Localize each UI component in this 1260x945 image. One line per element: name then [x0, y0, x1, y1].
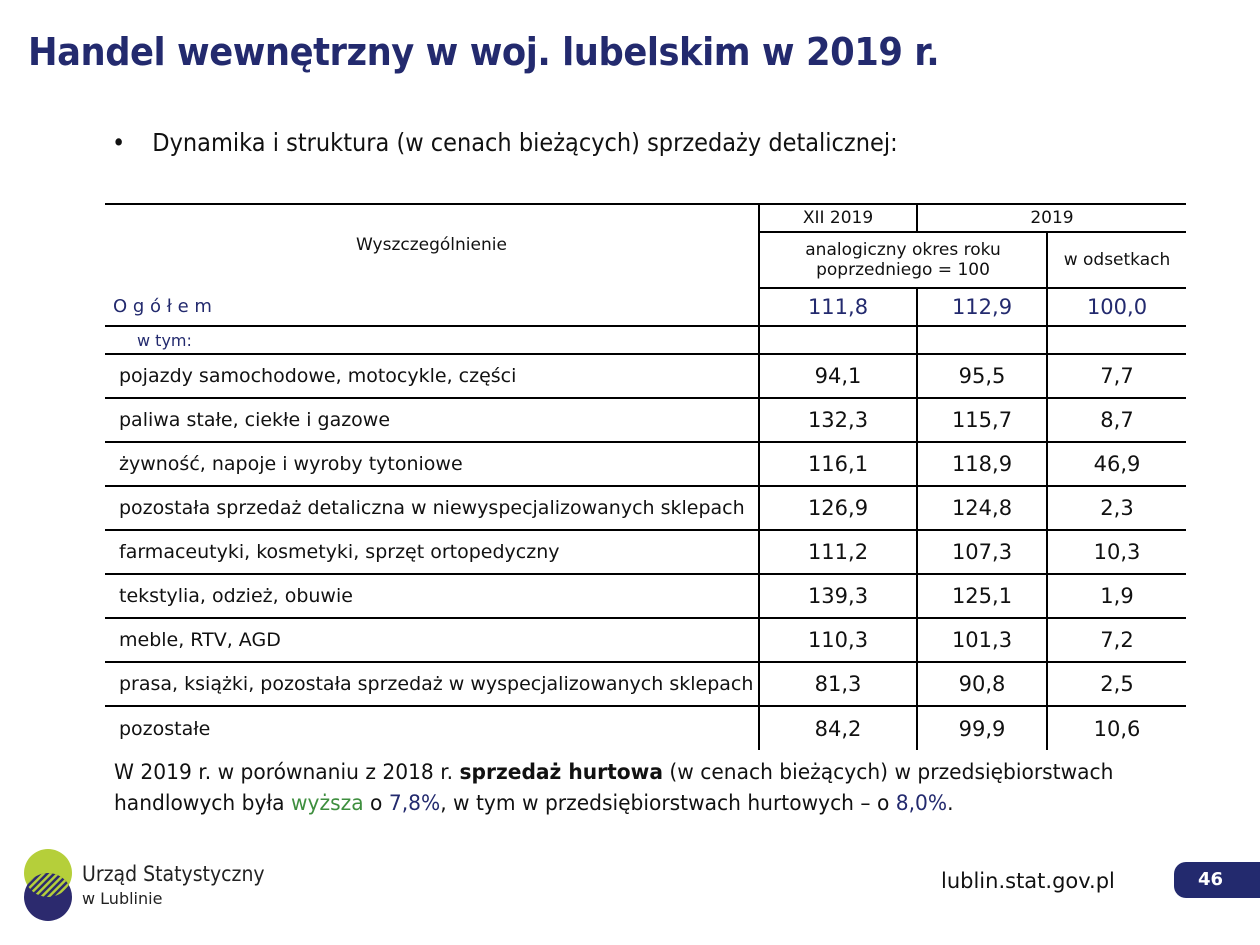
row-label: żywność, napoje i wyroby tytoniowe [105, 442, 759, 487]
value-xii-2019: 139,3 [758, 574, 917, 619]
bullet-point: • Dynamika i struktura (w cenach bieżącyc… [112, 128, 898, 157]
para-text: . [947, 791, 954, 816]
value-xii-2019: 132,3 [758, 398, 917, 443]
value-2019: 90,8 [916, 662, 1047, 707]
header-prev-year: analogiczny okres roku poprzedniego = 10… [758, 232, 1047, 289]
para-value: 8,0% [895, 791, 948, 816]
bullet-text: Dynamika i struktura (w cenach bieżących… [152, 128, 898, 157]
para-bold: sprzedaż hurtowa [459, 760, 663, 785]
table-row: pozostała sprzedaż detaliczna w niewyspe… [105, 486, 1186, 531]
row-label: prasa, książki, pozostała sprzedaż w wys… [105, 662, 759, 707]
value-share: 7,7 [1046, 354, 1186, 399]
value-share: 10,6 [1046, 706, 1186, 750]
value-2019: 101,3 [916, 618, 1047, 663]
bullet-icon: • [112, 128, 126, 157]
value-xii-2019: 110,3 [758, 618, 917, 663]
slide-title: Handel wewnętrzny w woj. lubelskim w 201… [28, 30, 940, 74]
retail-sales-table: Wyszczególnienie XII 2019 2019 analogicz… [105, 203, 1186, 750]
row-label: pojazdy samochodowe, motocykle, części [105, 354, 759, 399]
value-share: 10,3 [1046, 530, 1186, 575]
value-share: 2,5 [1046, 662, 1186, 707]
total-v3: 100,0 [1046, 288, 1186, 327]
website-link[interactable]: lublin.stat.gov.pl [941, 869, 1115, 893]
row-label: farmaceutyki, kosmetyki, sprzęt ortopedy… [105, 530, 759, 575]
total-v2: 112,9 [916, 288, 1047, 327]
value-share: 2,3 [1046, 486, 1186, 531]
value-2019: 99,9 [916, 706, 1047, 750]
logo-name: Urząd Statystyczny [82, 862, 265, 886]
para-text: W 2019 r. w porównaniu z 2018 r. [114, 760, 460, 785]
row-label: tekstylia, odzież, obuwie [105, 574, 759, 619]
para-text: (w cenach bieżących) w przedsiębiorstwac… [662, 760, 1114, 785]
table-row: żywność, napoje i wyroby tytoniowe 116,1 1… [105, 442, 1186, 487]
table-row: tekstylia, odzież, obuwie 139,3 125,1 1,9 [105, 574, 1186, 619]
table-row: paliwa stałe, ciekłe i gazowe 132,3 115,7 8… [105, 398, 1186, 443]
row-label: pozostała sprzedaż detaliczna w niewyspe… [105, 486, 759, 531]
header-xii-2019: XII 2019 [758, 203, 917, 233]
value-xii-2019: 94,1 [758, 354, 917, 399]
row-label: pozostałe [119, 717, 211, 740]
value-2019: 107,3 [916, 530, 1047, 575]
value-2019: 95,5 [916, 354, 1047, 399]
value-share: 1,9 [1046, 574, 1186, 619]
value-xii-2019: 81,3 [758, 662, 917, 707]
value-2019: 124,8 [916, 486, 1047, 531]
row-label: meble, RTV, AGD [105, 618, 759, 663]
wholesale-paragraph: W 2019 r. w porównaniu z 2018 r. sprzeda… [114, 757, 1113, 819]
row-label: paliwa stałe, ciekłe i gazowe [105, 398, 759, 443]
value-share: 8,7 [1046, 398, 1186, 443]
value-2019: 115,7 [916, 398, 1047, 443]
value-xii-2019: 84,2 [758, 706, 917, 750]
para-value: 7,8% [388, 791, 441, 816]
para-text: handlowych była [114, 791, 291, 816]
value-2019: 118,9 [916, 442, 1047, 487]
para-text: o [363, 791, 389, 816]
value-share: 7,2 [1046, 618, 1186, 663]
logo-icon [24, 849, 72, 921]
table-row: prasa, książki, pozostała sprzedaż w wys… [105, 662, 1186, 707]
value-xii-2019: 116,1 [758, 442, 917, 487]
table-row: pojazdy samochodowe, motocykle, części 94… [105, 354, 1186, 399]
table-row: meble, RTV, AGD 110,3 101,3 7,2 [105, 618, 1186, 663]
header-percent: w odsetkach [1046, 232, 1186, 289]
value-xii-2019: 111,2 [758, 530, 917, 575]
para-text: , w tym w przedsiębiorstwach hurtowych –… [440, 791, 896, 816]
page-number: 46 [1174, 862, 1260, 898]
table-row: pozostałe 84,2 99,9 10,6 [105, 706, 1186, 750]
table-row-subheader: w tym: [105, 326, 1186, 355]
table-row: farmaceutyki, kosmetyki, sprzęt ortopedy… [105, 530, 1186, 575]
value-2019: 125,1 [916, 574, 1047, 619]
header-2019: 2019 [916, 203, 1186, 233]
logo-sub: w Lublinie [82, 889, 163, 908]
value-xii-2019: 126,9 [758, 486, 917, 531]
total-label: O g ó ł e m [105, 288, 759, 327]
total-v1: 111,8 [758, 288, 917, 327]
subheader-label: w tym: [105, 326, 759, 355]
header-row-label: Wyszczególnienie [105, 203, 759, 288]
table-row-total: O g ó ł e m 111,8 112,9 100,0 [105, 288, 1186, 327]
value-share: 46,9 [1046, 442, 1186, 487]
para-green: wyższa [290, 791, 364, 816]
